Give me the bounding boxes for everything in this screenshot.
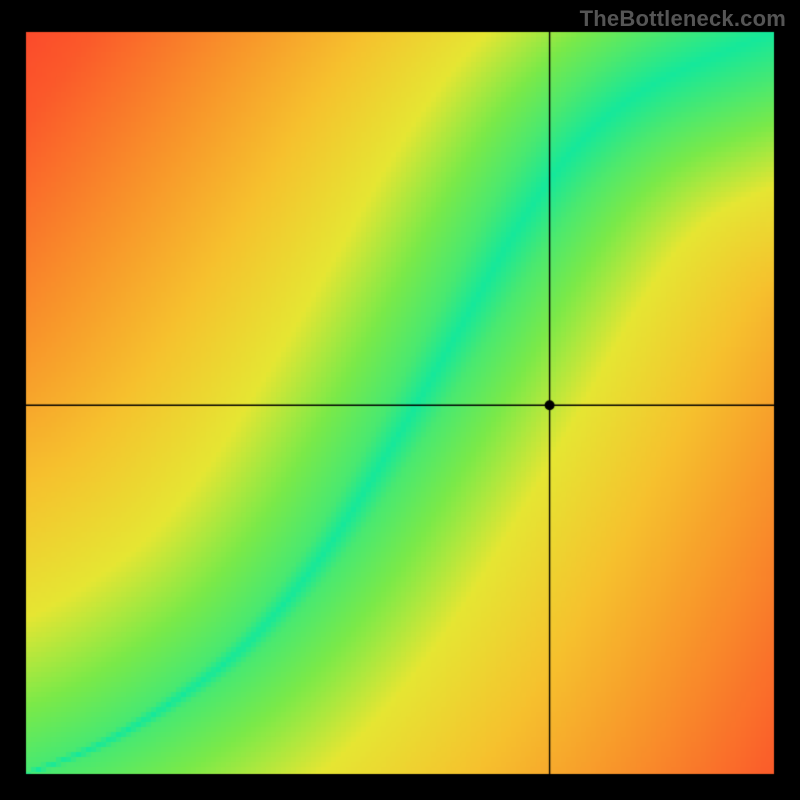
bottleneck-heatmap: [0, 0, 800, 800]
watermark-text: TheBottleneck.com: [580, 6, 786, 32]
